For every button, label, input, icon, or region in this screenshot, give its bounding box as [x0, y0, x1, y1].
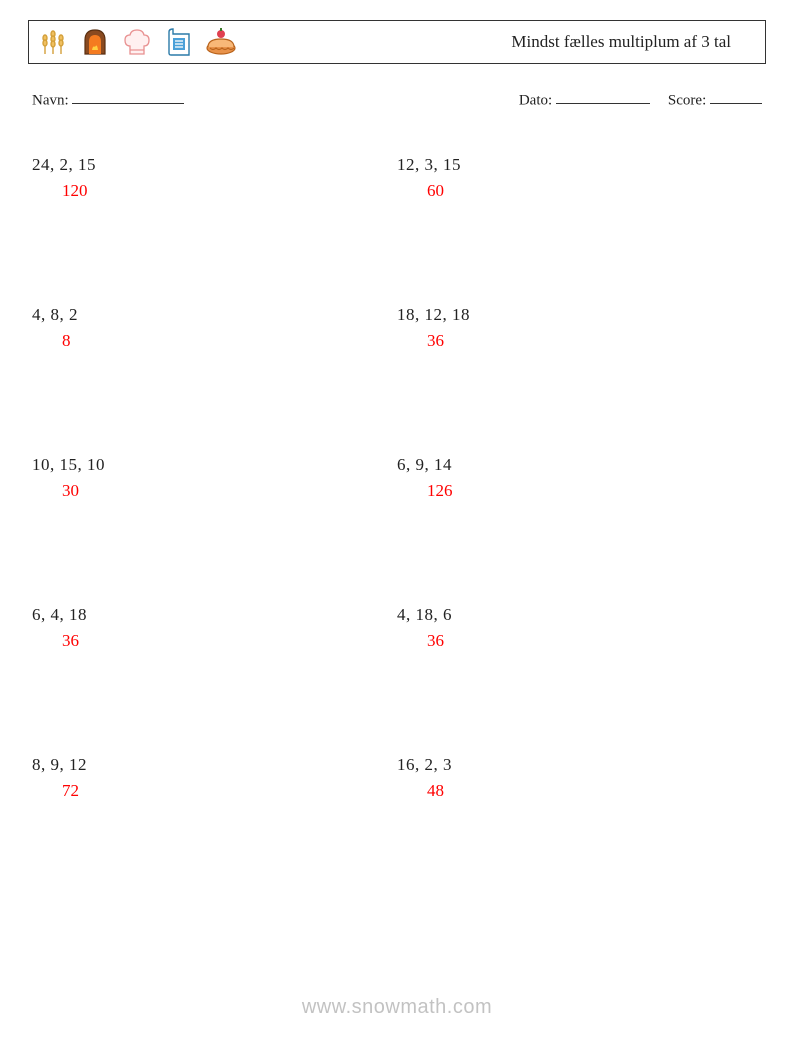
problem-cell: 12, 3, 15 60 [397, 155, 762, 201]
problem-answer: 8 [32, 331, 397, 351]
problem-question: 10, 15, 10 [32, 455, 397, 475]
score-field: Score: [668, 90, 762, 109]
problem-question: 8, 9, 12 [32, 755, 397, 775]
info-row: Navn: Dato: Score: [28, 90, 766, 109]
wheat-icon [35, 24, 71, 60]
name-label: Navn: [32, 92, 69, 108]
date-label: Dato: [519, 92, 552, 108]
problem-cell: 6, 4, 18 36 [32, 605, 397, 651]
header-icons [35, 24, 239, 60]
problem-cell: 8, 9, 12 72 [32, 755, 397, 801]
problem-question: 18, 12, 18 [397, 305, 762, 325]
problem-cell: 24, 2, 15 120 [32, 155, 397, 201]
problem-question: 6, 9, 14 [397, 455, 762, 475]
problem-answer: 36 [397, 631, 762, 651]
chef-hat-icon [119, 24, 155, 60]
problem-row: 4, 8, 2 8 18, 12, 18 36 [32, 305, 762, 351]
problem-question: 12, 3, 15 [397, 155, 762, 175]
problem-answer: 36 [32, 631, 397, 651]
problem-cell: 18, 12, 18 36 [397, 305, 762, 351]
problem-question: 4, 18, 6 [397, 605, 762, 625]
worksheet-header: Mindst fælles multiplum af 3 tal [28, 20, 766, 64]
name-field: Navn: [32, 90, 519, 109]
problem-answer: 60 [397, 181, 762, 201]
problem-row: 24, 2, 15 120 12, 3, 15 60 [32, 155, 762, 201]
worksheet-title: Mindst fælles multiplum af 3 tal [511, 32, 755, 52]
problem-question: 16, 2, 3 [397, 755, 762, 775]
problem-question: 24, 2, 15 [32, 155, 397, 175]
problem-row: 6, 4, 18 36 4, 18, 6 36 [32, 605, 762, 651]
problem-answer: 48 [397, 781, 762, 801]
problem-answer: 30 [32, 481, 397, 501]
problem-cell: 4, 18, 6 36 [397, 605, 762, 651]
date-field: Dato: [519, 90, 650, 109]
problem-answer: 126 [397, 481, 762, 501]
problems-grid: 24, 2, 15 120 12, 3, 15 60 4, 8, 2 8 18,… [28, 155, 766, 801]
problem-row: 10, 15, 10 30 6, 9, 14 126 [32, 455, 762, 501]
recipe-icon [161, 24, 197, 60]
problem-answer: 120 [32, 181, 397, 201]
problem-answer: 36 [397, 331, 762, 351]
name-blank [72, 90, 184, 104]
problem-row: 8, 9, 12 72 16, 2, 3 48 [32, 755, 762, 801]
score-blank [710, 90, 762, 104]
problem-answer: 72 [32, 781, 397, 801]
date-blank [556, 90, 650, 104]
problem-cell: 4, 8, 2 8 [32, 305, 397, 351]
problem-question: 6, 4, 18 [32, 605, 397, 625]
score-label: Score: [668, 92, 706, 108]
problem-cell: 10, 15, 10 30 [32, 455, 397, 501]
oven-icon [77, 24, 113, 60]
problem-question: 4, 8, 2 [32, 305, 397, 325]
pie-icon [203, 24, 239, 60]
watermark: www.snowmath.com [0, 996, 794, 1019]
problem-cell: 16, 2, 3 48 [397, 755, 762, 801]
problem-cell: 6, 9, 14 126 [397, 455, 762, 501]
